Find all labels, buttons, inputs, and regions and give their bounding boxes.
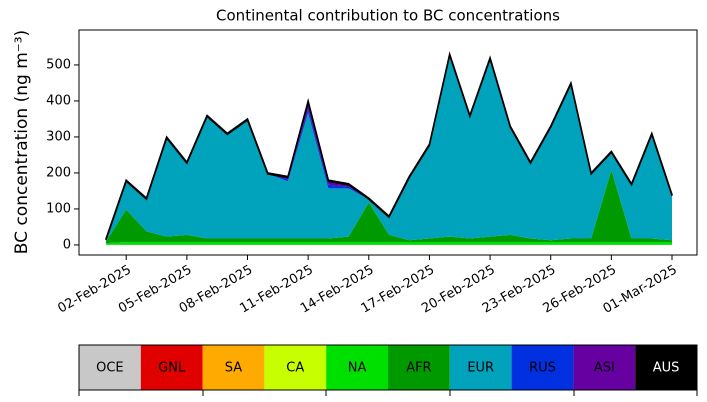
legend-swatch (635, 345, 697, 390)
legend-label: AUS (653, 361, 680, 376)
area (106, 170, 672, 244)
y-tick-label: 400 (46, 93, 71, 108)
legend-label: OCE (96, 361, 124, 376)
legend-swatch (449, 345, 512, 390)
chart-title: Continental contribution to BC concentra… (216, 7, 560, 25)
area (106, 242, 672, 245)
legend-swatch (511, 345, 574, 390)
legend-swatch (79, 345, 141, 390)
legend-label: RUS (529, 361, 556, 376)
legend-swatch (140, 345, 203, 390)
plot-area (105, 51, 673, 245)
legend-label: AFR (406, 361, 431, 376)
legend-swatch (388, 345, 450, 390)
y-tick-label: 300 (46, 129, 71, 144)
legend-swatch (264, 345, 327, 390)
legend-label: CA (286, 361, 304, 376)
legend-frame (78, 344, 698, 391)
legend-label: ASI (594, 361, 615, 376)
y-tick-label: 0 (63, 237, 71, 252)
legend-swatch (326, 345, 388, 390)
y-tick-label: 500 (46, 57, 71, 72)
y-tick-label: 100 (46, 201, 71, 216)
legend-ticks (78, 390, 698, 396)
area (105, 51, 673, 241)
legend-label: SA (225, 361, 242, 376)
legend-label: GNL (158, 361, 186, 376)
legend-swatch (202, 345, 265, 390)
plot-frame (78, 29, 698, 256)
legend-label: NA (348, 361, 367, 376)
area (106, 55, 672, 242)
legend-label: EUR (467, 361, 494, 376)
legend-swatch (573, 345, 636, 390)
legend: OCE GNL SA CA NA AFR EUR RUS ASI AUS (79, 345, 697, 390)
y-axis-label: BC concentration (ng m⁻³) (12, 30, 32, 254)
y-tick-label: 200 (46, 165, 71, 180)
